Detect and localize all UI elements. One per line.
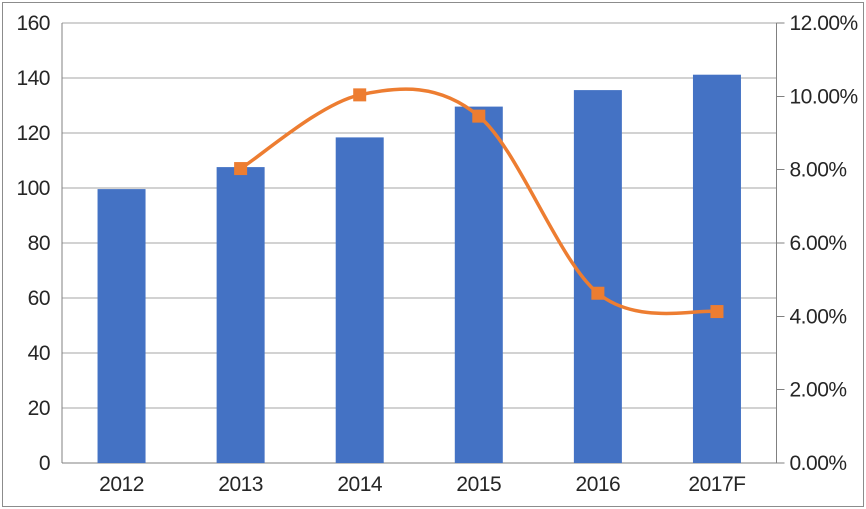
right-axis-tick-label: 12.00% (790, 12, 858, 35)
left-axis-tick-label: 100 (16, 177, 50, 200)
right-axis-tick-label: 6.00% (790, 232, 847, 255)
left-axis-tick-label: 60 (28, 287, 50, 310)
line-marker-2015 (472, 109, 486, 123)
category-label-2013: 2013 (218, 473, 263, 496)
line-marker-2013 (234, 162, 248, 176)
bar-2015 (454, 106, 503, 463)
left-axis-tick-label: 0 (39, 452, 50, 475)
left-axis-tick-label: 140 (16, 67, 50, 90)
category-label-2015: 2015 (456, 473, 501, 496)
category-label-2016: 2016 (576, 473, 621, 496)
category-label-2014: 2014 (337, 473, 383, 496)
left-axis-tick-label: 120 (16, 122, 50, 145)
category-label-2017F: 2017F (688, 473, 745, 496)
line-marker-2017F (710, 305, 724, 319)
line-marker-2016 (591, 286, 605, 300)
category-label-2012: 2012 (99, 473, 144, 496)
right-axis-tick-label: 2.00% (790, 379, 847, 402)
bar-2017F (692, 74, 741, 463)
right-axis-tick-label: 0.00% (790, 452, 847, 475)
right-axis-tick-label: 4.00% (790, 305, 847, 328)
bar-2012 (97, 189, 146, 463)
right-axis-tick-label: 10.00% (790, 85, 858, 108)
line-marker-2014 (353, 88, 367, 102)
bar-2013 (216, 167, 265, 463)
left-axis-tick-label: 80 (28, 232, 50, 255)
left-axis-tick-label: 20 (28, 397, 50, 420)
left-axis-tick-label: 40 (28, 342, 50, 365)
right-axis-tick-label: 8.00% (790, 159, 847, 182)
left-axis-tick-label: 160 (16, 12, 50, 35)
bar-2014 (335, 137, 384, 463)
